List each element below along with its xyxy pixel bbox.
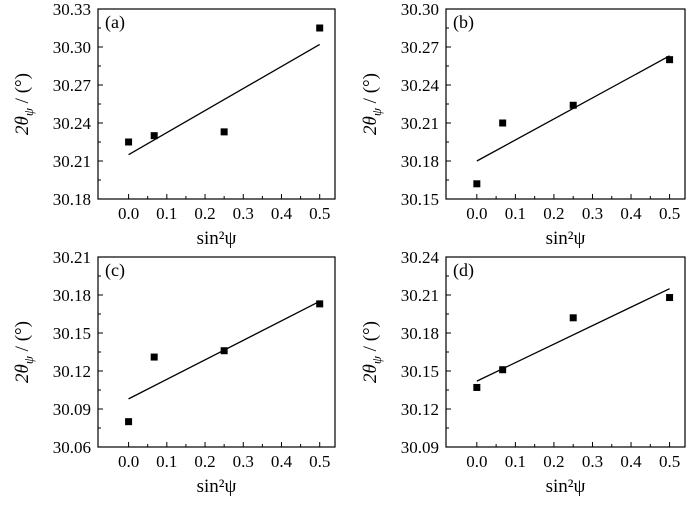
plot-frame (445, 256, 686, 448)
y-axis-label: 2θψ / (°) (360, 73, 384, 135)
y-tick-label: 30.09 (53, 400, 91, 419)
data-point (150, 353, 158, 361)
x-tick-label: 0.2 (194, 204, 215, 223)
x-axis-label: sin²ψ (546, 228, 586, 249)
chart-panel-4: (d) 0.0 0.1 0.2 0.3 0.4 0.5 30.09 30.12 30.15 30.1… (360, 248, 686, 497)
y-tick-label: 30.21 (53, 248, 91, 267)
data-point (150, 132, 158, 140)
x-tick-label: 0.4 (271, 452, 293, 471)
data-point (666, 294, 674, 302)
data-point (220, 128, 228, 136)
y-axis-label: 2θψ / (°) (12, 321, 36, 383)
y-tick-label: 30.27 (53, 76, 92, 95)
y-axis-label: 2θψ / (°) (360, 321, 384, 383)
y-tick-label: 30.24 (401, 76, 440, 95)
fit-line (128, 43, 321, 156)
y-tick-label: 30.18 (53, 190, 91, 209)
x-tick-label: 0.5 (659, 452, 680, 471)
y-tick-label: 30.18 (401, 152, 439, 171)
data-point (125, 418, 133, 426)
x-tick-label: 0.4 (620, 452, 642, 471)
panel-label: (d) (453, 260, 474, 281)
y-tick-label: 30.24 (401, 248, 440, 267)
x-tick-label: 0.5 (309, 452, 330, 471)
y-tick-label: 30.30 (401, 0, 439, 19)
y-tick-label: 30.30 (53, 38, 91, 57)
y-tick-label: 30.18 (53, 286, 91, 305)
y-tick-label: 30.06 (53, 438, 91, 457)
x-tick-label: 0.4 (271, 204, 293, 223)
y-tick-label: 30.15 (53, 324, 91, 343)
x-tick-label: 0.5 (309, 204, 330, 223)
data-point (125, 138, 133, 146)
x-tick-label: 0.3 (582, 204, 603, 223)
x-tick-label: 0.2 (194, 452, 215, 471)
x-tick-label: 0.1 (156, 452, 177, 471)
panel-label: (c) (105, 260, 125, 281)
panel-label: (a) (105, 12, 125, 33)
x-tick-label: 0.1 (505, 204, 526, 223)
x-tick-label: 0.0 (118, 452, 139, 471)
x-tick-label: 0.1 (156, 204, 177, 223)
x-tick-label: 0.2 (543, 452, 564, 471)
y-tick-label: 30.24 (53, 114, 92, 133)
x-tick-label: 0.1 (505, 452, 526, 471)
y-tick-label: 30.12 (53, 362, 91, 381)
plot-frame (445, 8, 686, 200)
chart-panel-3: (c) 0.0 0.1 0.2 0.3 0.4 0.5 30.06 30.09 30.12 30.1… (12, 248, 336, 497)
data-point (499, 366, 507, 374)
y-tick-label: 30.12 (401, 400, 439, 419)
x-tick-label: 0.0 (466, 452, 487, 471)
y-tick-label: 30.27 (401, 38, 440, 57)
chart-panel-2: (b) 0.0 0.1 0.2 0.3 0.4 0.5 30.15 30.18 30.21 30.2… (360, 0, 686, 249)
chart-panel-1: (a) 0.0 0.1 0.2 0.3 0.4 0.5 30.18 30.21 30.24 30.2… (12, 0, 336, 249)
y-tick-label: 30.09 (401, 438, 439, 457)
y-tick-label: 30.33 (53, 0, 91, 19)
data-point (666, 56, 674, 64)
data-point (220, 347, 228, 355)
y-axis-label: 2θψ / (°) (12, 73, 36, 135)
x-axis-label: sin²ψ (197, 228, 237, 249)
x-axis-label: sin²ψ (197, 476, 237, 497)
y-tick-label: 30.21 (401, 114, 439, 133)
data-point (316, 300, 324, 308)
data-point (569, 314, 577, 322)
data-point (499, 119, 507, 127)
x-tick-label: 0.4 (620, 204, 642, 223)
x-tick-label: 0.0 (466, 204, 487, 223)
plot-frame (97, 256, 336, 448)
y-tick-label: 30.15 (401, 190, 439, 209)
data-point (473, 383, 481, 391)
x-tick-label: 0.2 (543, 204, 564, 223)
fit-line (476, 288, 670, 382)
panel-label: (b) (453, 12, 474, 33)
x-tick-label: 0.5 (659, 204, 680, 223)
y-tick-label: 30.18 (401, 324, 439, 343)
x-tick-label: 0.3 (233, 204, 254, 223)
data-point (569, 101, 577, 109)
x-axis-label: sin²ψ (546, 476, 586, 497)
x-tick-label: 0.3 (582, 452, 603, 471)
data-point (316, 24, 324, 32)
data-point (473, 180, 481, 188)
y-tick-label: 30.15 (401, 362, 439, 381)
x-tick-label: 0.0 (118, 204, 139, 223)
y-tick-label: 30.21 (53, 152, 91, 171)
y-tick-label: 30.21 (401, 286, 439, 305)
x-tick-label: 0.3 (233, 452, 254, 471)
